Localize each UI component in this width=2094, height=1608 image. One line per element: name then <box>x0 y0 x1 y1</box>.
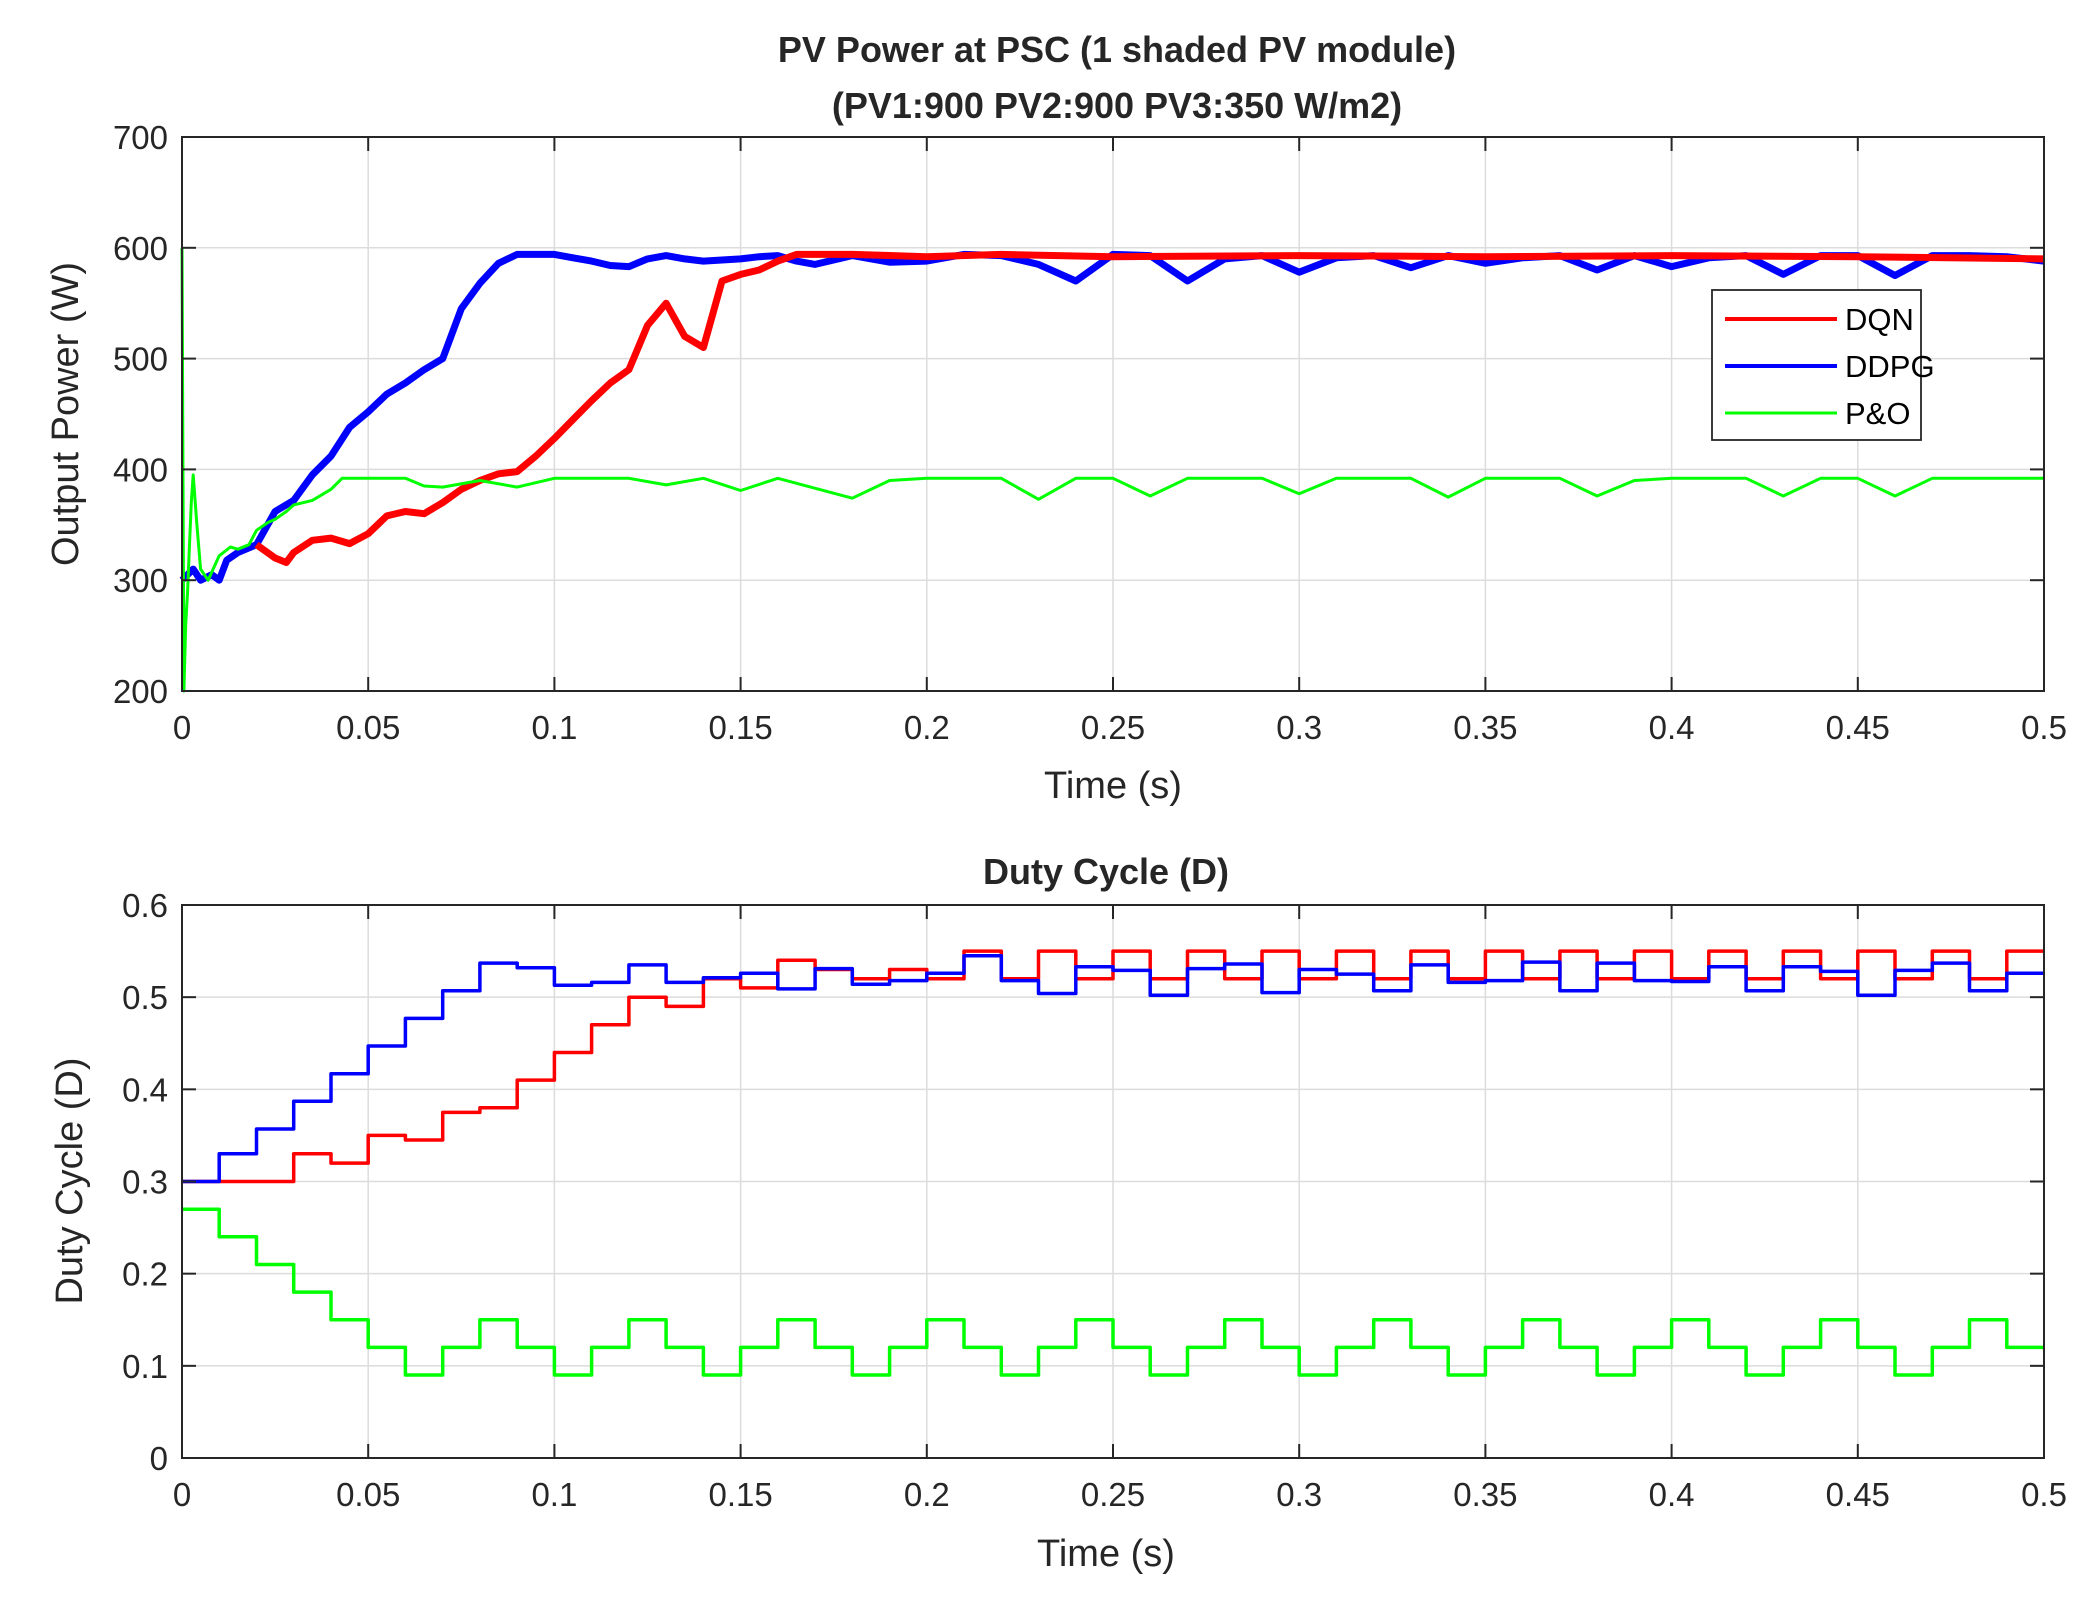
duty-xtick-label-2: 0.1 <box>531 1476 577 1513</box>
duty-xtick-label-9: 0.45 <box>1826 1476 1890 1513</box>
power-ytick-label-5: 700 <box>113 119 168 156</box>
duty-ytick-label-3: 0.3 <box>122 1164 168 1201</box>
duty-xtick-label-3: 0.15 <box>708 1476 772 1513</box>
legend-label-dqn: DQN <box>1845 302 1914 337</box>
duty-series-group <box>182 949 2044 1377</box>
duty-ytick-label-4: 0.4 <box>122 1071 168 1108</box>
power-xtick-label-7: 0.35 <box>1453 709 1517 746</box>
legend-label-ddpg: DDPG <box>1845 349 1935 384</box>
duty-xtick-label-10: 0.5 <box>2021 1476 2067 1513</box>
power-title-line-2: (PV1:900 PV2:900 PV3:350 W/m2) <box>832 85 1402 126</box>
duty-xtick-label-5: 0.25 <box>1081 1476 1145 1513</box>
power-xtick-label-9: 0.45 <box>1826 709 1890 746</box>
power-ticks: 0 0.05 0.1 0.15 0.2 0.25 0.3 0.35 0.4 0.45 0.5 200 3… <box>113 119 2067 746</box>
duty-x-axis-label: Time (s) <box>1037 1533 1175 1575</box>
duty-xtick-label-6: 0.3 <box>1276 1476 1322 1513</box>
duty-ytick-label-1: 0.1 <box>122 1348 168 1385</box>
duty-xtick-label-0: 0 <box>173 1476 191 1513</box>
power-xtick-label-4: 0.2 <box>904 709 950 746</box>
power-series-dqn <box>254 250 2045 566</box>
duty-xtick-label-7: 0.35 <box>1453 1476 1517 1513</box>
duty-ytick-label-5: 0.5 <box>122 979 168 1016</box>
legend-label-po: P&O <box>1845 396 1910 431</box>
power-ytick-label-1: 300 <box>113 562 168 599</box>
power-panel: PV Power at PSC (1 shaded PV module) (PV… <box>45 29 2067 807</box>
duty-title: Duty Cycle (D) <box>983 851 1229 892</box>
power-title-line-1: PV Power at PSC (1 shaded PV module) <box>778 29 1456 70</box>
power-xtick-label-3: 0.15 <box>708 709 772 746</box>
duty-series-ddpg <box>182 953 2044 1184</box>
duty-ticks: 0 0.05 0.1 0.15 0.2 0.25 0.3 0.35 0.4 0.45 0.5 0 0.1… <box>122 887 2067 1513</box>
power-xtick-label-10: 0.5 <box>2021 709 2067 746</box>
duty-xtick-label-8: 0.4 <box>1649 1476 1695 1513</box>
power-xtick-label-6: 0.3 <box>1276 709 1322 746</box>
power-xtick-label-5: 0.25 <box>1081 709 1145 746</box>
power-xtick-label-0: 0 <box>173 709 191 746</box>
power-series-po <box>180 247 2044 693</box>
duty-ytick-label-2: 0.2 <box>122 1256 168 1293</box>
duty-xtick-label-1: 0.05 <box>336 1476 400 1513</box>
power-ytick-label-2: 400 <box>113 451 168 488</box>
power-xtick-label-2: 0.1 <box>531 709 577 746</box>
power-legend: DQN DDPG P&O <box>1711 289 1935 441</box>
power-xtick-label-1: 0.05 <box>336 709 400 746</box>
power-ytick-label-4: 600 <box>113 230 168 267</box>
power-xtick-label-8: 0.4 <box>1649 709 1695 746</box>
power-series-group <box>179 247 2045 693</box>
power-y-axis-label: Output Power (W) <box>45 262 87 566</box>
duty-ytick-label-0: 0 <box>150 1440 168 1477</box>
power-ytick-label-0: 200 <box>113 673 168 710</box>
power-ytick-label-3: 500 <box>113 341 168 378</box>
power-x-axis-label: Time (s) <box>1044 765 1182 807</box>
duty-xtick-label-4: 0.2 <box>904 1476 950 1513</box>
duty-panel: Duty Cycle (D) 0 0.05 0.1 0.15 0.2 0.25 0.3 0.3… <box>49 851 2067 1575</box>
duty-series-po <box>182 1207 2044 1377</box>
power-series-ddpg <box>179 250 2045 584</box>
duty-y-axis-label: Duty Cycle (D) <box>49 1057 91 1304</box>
duty-ytick-label-6: 0.6 <box>122 887 168 924</box>
duty-series-dqn <box>182 949 2044 1184</box>
